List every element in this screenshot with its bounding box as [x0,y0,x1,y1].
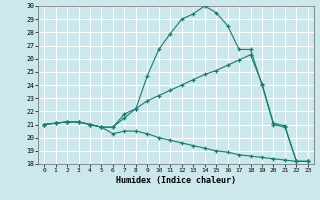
X-axis label: Humidex (Indice chaleur): Humidex (Indice chaleur) [116,176,236,185]
